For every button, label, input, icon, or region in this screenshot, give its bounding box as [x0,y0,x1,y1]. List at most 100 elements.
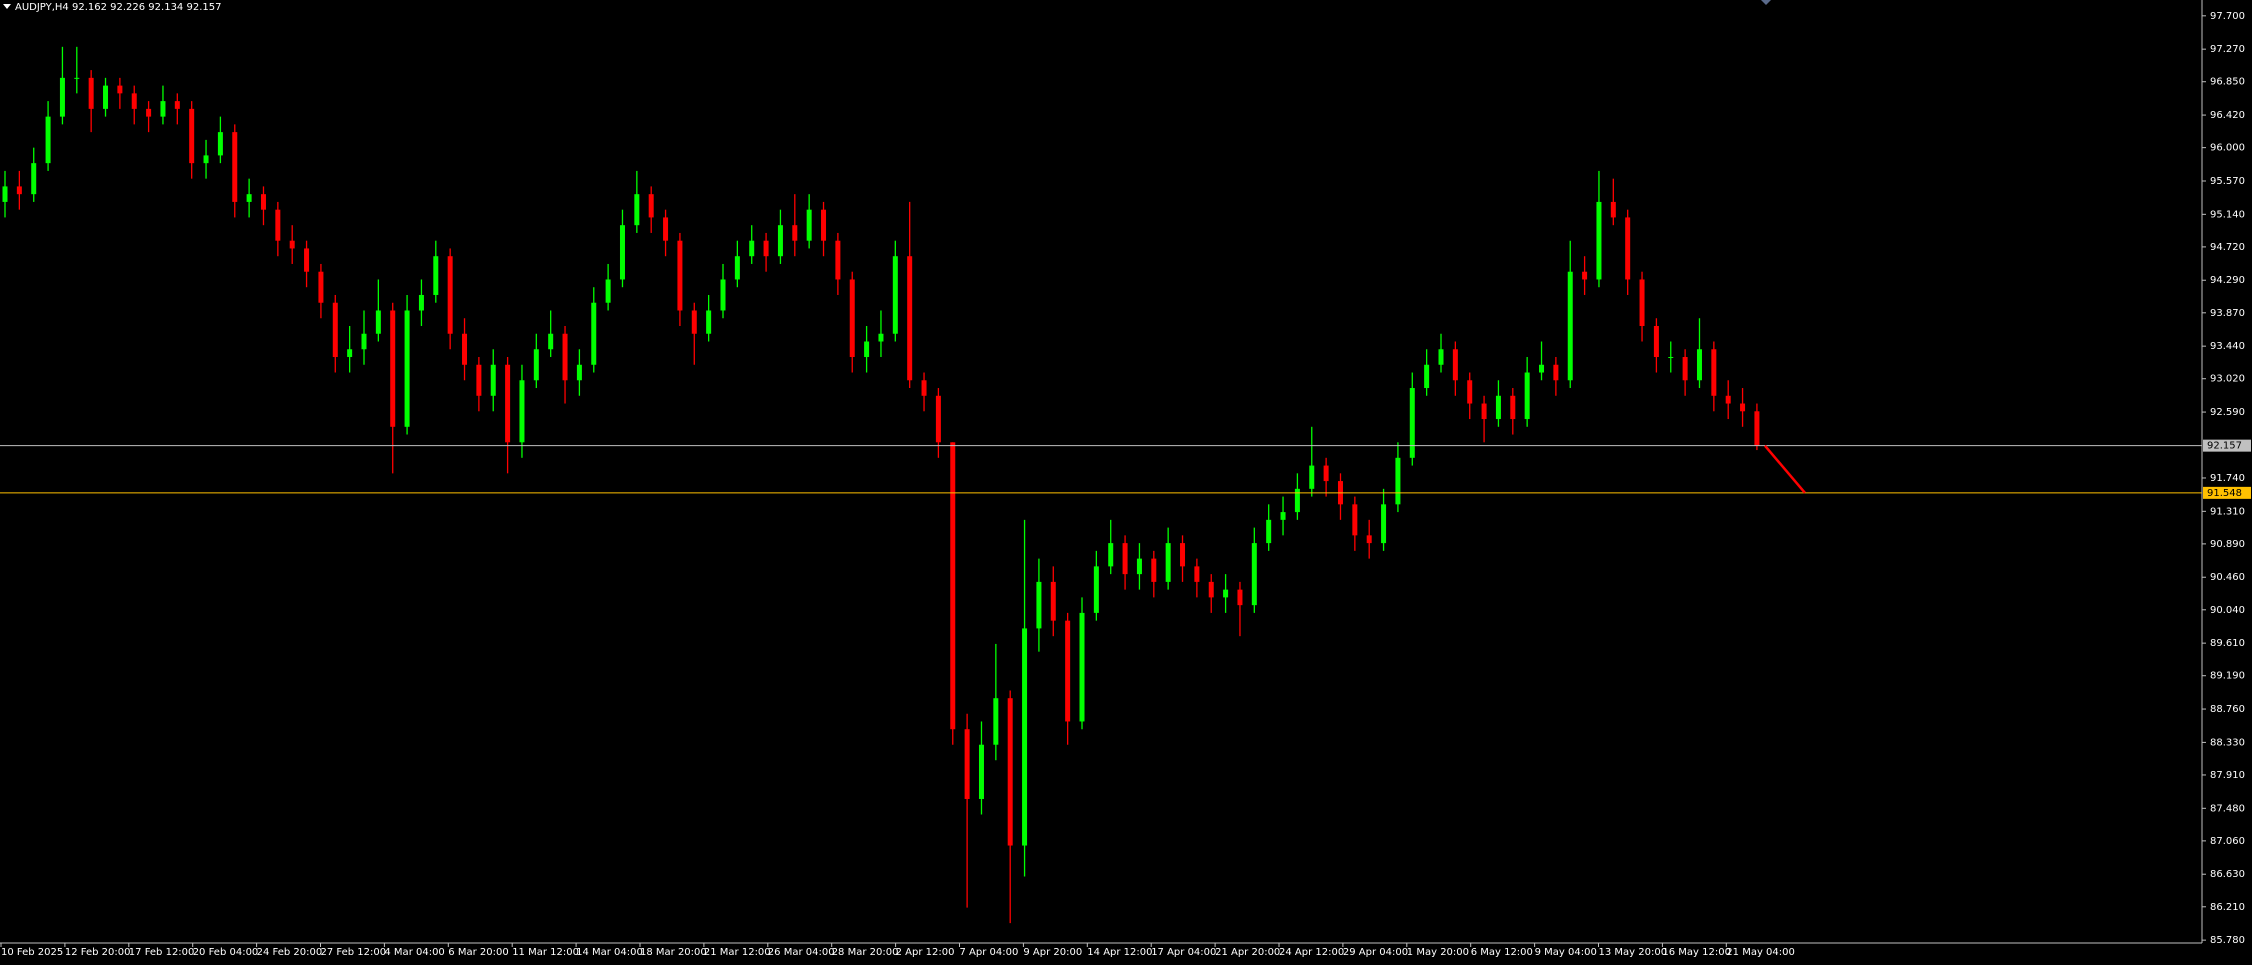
candle-body [375,310,381,334]
x-tick-label: 27 Feb 12:00 [321,947,387,958]
y-tick-label: 87.910 [2210,770,2245,781]
x-tick-label: 10 Feb 2025 [1,947,63,958]
candle-body [777,225,783,257]
y-tick-label: 96.420 [2210,110,2245,121]
x-tick-label: 18 Mar 20:00 [640,947,707,958]
y-tick-label: 90.460 [2210,572,2245,583]
y-tick-label: 87.060 [2210,836,2245,847]
candle-body [720,279,726,311]
candle-body [605,279,611,303]
shift-marker[interactable] [1761,0,1771,5]
x-tick-label: 11 Mar 12:00 [512,947,579,958]
candle-body [1510,395,1516,420]
candle-body [691,310,697,334]
candle-body [1280,512,1286,520]
candle-body [1208,581,1214,598]
x-tick-label: 21 Apr 20:00 [1215,947,1280,958]
candle-body [548,333,554,350]
candle-body [1294,488,1300,513]
y-tick-label: 87.480 [2210,803,2245,814]
candle-body [1725,395,1731,404]
x-tick-label: 17 Apr 04:00 [1151,947,1216,958]
candle-body [45,116,51,164]
candle-body [734,256,740,280]
candle-body [1625,217,1631,280]
candle-body [160,101,166,117]
candle-body [978,744,984,800]
x-tick-label: 1 May 20:00 [1407,947,1469,958]
candle-body [1553,364,1559,381]
menu-arrow[interactable] [3,4,11,9]
price-label-box [2203,486,2251,499]
candle-body [591,302,597,365]
candle-body [1567,271,1573,381]
candle-body [1151,558,1157,582]
candle-body [260,194,266,210]
candle-body [1022,628,1028,846]
candle-body [619,225,625,280]
x-tick-label: 20 Feb 04:00 [193,947,259,958]
candle-body [1524,372,1530,420]
y-tick-label: 88.330 [2210,737,2245,748]
candle-body [318,271,324,303]
candle-body [864,341,870,358]
candle-body [1381,504,1387,544]
candle-body [1754,411,1760,446]
candle-body [1653,325,1659,358]
candle-body [1079,612,1085,722]
candle-body [1452,349,1458,381]
candle-body [505,364,511,443]
candle-body [1366,535,1372,544]
candle-body [174,101,180,109]
x-tick-label: 21 Mar 12:00 [704,947,771,958]
candle-body [447,256,453,334]
x-tick-label: 6 May 12:00 [1471,947,1533,958]
candle-body [103,85,109,109]
x-tick-label: 26 Mar 04:00 [768,947,835,958]
candle-body [2,186,8,202]
candle-body [1668,357,1674,359]
y-tick-label: 95.140 [2210,209,2245,220]
x-tick-label: 9 May 04:00 [1535,947,1597,958]
candle-body [59,77,65,117]
candle-body [648,194,654,218]
candle-body [1582,271,1588,280]
y-tick-label: 86.630 [2210,869,2245,880]
y-tick-label: 89.190 [2210,671,2245,682]
candle-body [1682,357,1688,381]
candle-body [203,155,209,164]
candle-body [1495,395,1501,420]
x-tick-label: 9 Apr 20:00 [1023,947,1082,958]
candle-body [634,194,640,226]
y-tick-label: 90.890 [2210,539,2245,550]
candle-body [131,93,137,109]
candle-body [88,77,94,109]
chart-title: AUDJPY,H4 92.162 92.226 92.134 92.157 [15,2,221,13]
y-tick-label: 93.020 [2210,374,2245,385]
candle-body [576,364,582,381]
x-tick-label: 2 Apr 12:00 [896,947,955,958]
y-tick-label: 91.310 [2210,506,2245,517]
y-tick-label: 96.000 [2210,143,2245,154]
candle-body [533,349,539,381]
candle-body [749,240,755,257]
y-tick-label: 97.270 [2210,44,2245,55]
y-tick-label: 93.440 [2210,341,2245,352]
candle-body [1467,380,1473,404]
candle-body [332,302,338,358]
candle-body [1007,698,1013,846]
candle-body [806,209,812,241]
candle-body [1237,589,1243,606]
x-tick-label: 12 Feb 20:00 [65,947,131,958]
candle-body [476,364,482,396]
candle-body [935,395,941,443]
x-tick-label: 6 Mar 20:00 [448,947,508,958]
candle-body [849,279,855,358]
candle-body [1610,201,1616,218]
candle-body [1136,558,1142,575]
candle-body [1251,543,1257,606]
candle-body [1596,201,1602,280]
x-tick-label: 17 Feb 12:00 [129,947,195,958]
candle-body [275,209,281,241]
